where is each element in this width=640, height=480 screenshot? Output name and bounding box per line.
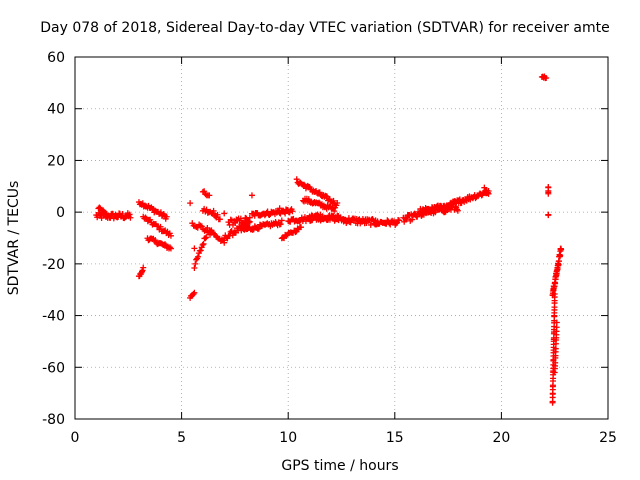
data-point: [100, 207, 107, 214]
data-point: [454, 207, 461, 214]
data-point: [324, 216, 331, 223]
data-point: [255, 225, 262, 232]
data-point: [484, 189, 491, 196]
data-point: [297, 224, 304, 231]
data-point: [438, 203, 445, 210]
data-point: [305, 196, 312, 203]
data-point: [330, 197, 337, 204]
data-point: [96, 204, 103, 211]
x-tick-label: 25: [599, 430, 617, 446]
data-point: [187, 200, 194, 207]
data-point: [140, 264, 147, 271]
data-point: [126, 211, 133, 218]
data-point: [393, 220, 400, 227]
data-point: [558, 246, 565, 253]
data-point: [190, 290, 197, 297]
data-point: [103, 213, 110, 220]
y-tick-label: 20: [47, 153, 65, 169]
data-point: [200, 240, 207, 247]
data-point: [214, 211, 221, 218]
data-point: [221, 210, 228, 217]
data-point: [245, 218, 252, 225]
data-point: [142, 214, 149, 221]
data-point: [409, 216, 416, 223]
data-point: [227, 216, 234, 223]
x-tick-label: 10: [279, 430, 297, 446]
x-tick-label: 15: [386, 430, 404, 446]
data-point: [216, 216, 223, 223]
x-tick-label: 20: [492, 430, 510, 446]
chart-title: Day 078 of 2018, Sidereal Day-to-day VTE…: [40, 20, 610, 36]
data-point: [119, 211, 126, 218]
data-point: [420, 211, 427, 218]
y-tick-label: -20: [42, 257, 65, 273]
data-point: [282, 210, 289, 217]
data-point: [332, 204, 339, 211]
y-tick-label: -40: [42, 309, 65, 325]
data-point: [203, 234, 210, 241]
data-point: [396, 217, 403, 224]
data-point: [127, 214, 134, 221]
data-point: [163, 213, 170, 220]
y-tick-label: 40: [47, 102, 65, 118]
y-tick-label: -60: [42, 360, 65, 376]
axis-ticks: 0 5 10 15 20 25 -80 -60 -40 -20 0 20 40 60: [42, 50, 617, 446]
data-point: [157, 223, 164, 230]
data-point: [278, 217, 285, 224]
data-point: [334, 200, 341, 207]
plot-frame: [74, 56, 609, 420]
data-point: [103, 210, 110, 217]
data-point: [192, 260, 199, 267]
data-point: [249, 226, 256, 233]
data-point: [197, 247, 204, 254]
data-point: [210, 230, 217, 237]
data-point: [240, 220, 247, 227]
data-point: [241, 219, 248, 226]
data-point: [232, 219, 239, 226]
data-point: [237, 215, 244, 222]
x-tick-label: 0: [71, 430, 80, 446]
y-axis-label: SDTVAR / TECUs: [6, 181, 22, 296]
data-point: [191, 289, 198, 296]
data-point: [545, 190, 552, 197]
data-point: [545, 211, 552, 218]
x-axis-label: GPS time / hours: [281, 458, 398, 474]
y-tick-label: 60: [47, 50, 65, 66]
data-point: [201, 188, 208, 195]
data-point: [167, 245, 174, 252]
data-point: [191, 245, 198, 252]
data-point: [276, 205, 283, 212]
data-point: [210, 207, 217, 214]
data-point: [331, 208, 338, 215]
y-tick-label: -80: [42, 412, 65, 428]
data-point: [202, 235, 209, 242]
data-point: [195, 253, 202, 260]
data-point: [248, 192, 255, 199]
data-point: [293, 176, 300, 183]
data-point: [289, 208, 296, 215]
data-point: [167, 232, 174, 239]
data-point: [553, 319, 560, 326]
data-point: [199, 241, 206, 248]
data-point: [246, 214, 253, 221]
grid-lines: [75, 57, 608, 419]
data-point: [98, 215, 105, 222]
data-point: [166, 244, 173, 251]
data-point: [543, 75, 550, 82]
data-point: [485, 190, 492, 197]
data-point: [147, 216, 154, 223]
data-point: [206, 192, 213, 199]
data-point: [191, 265, 198, 272]
x-tick-label: 5: [177, 430, 186, 446]
data-point: [403, 215, 410, 222]
data-points: [93, 73, 565, 406]
data-point: [277, 221, 284, 228]
y-tick-label: 0: [56, 205, 65, 221]
